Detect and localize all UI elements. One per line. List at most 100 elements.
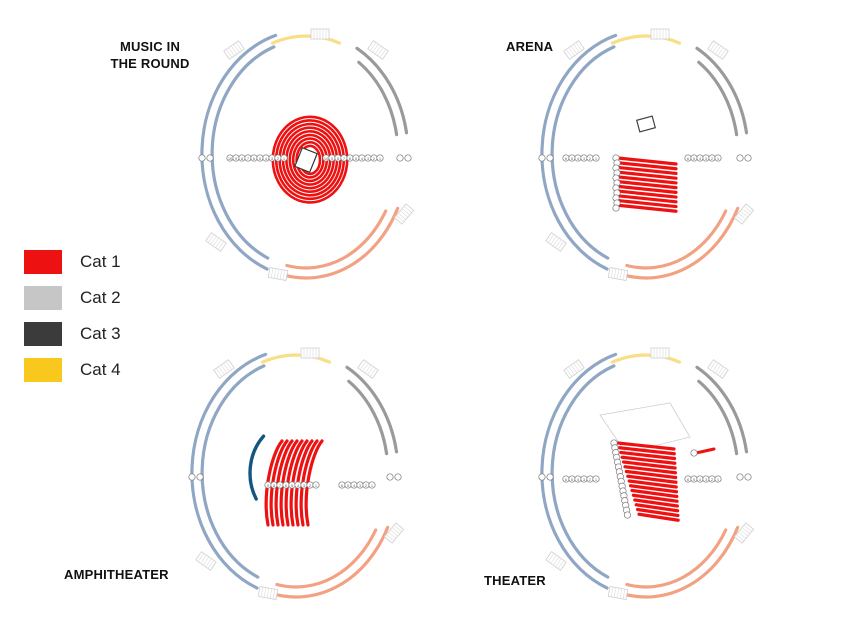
- section-cat1: [626, 474, 678, 484]
- legend-swatch: [24, 250, 62, 274]
- row-number-label: 8: [273, 484, 275, 488]
- stair-step: [622, 589, 626, 600]
- outer-ring-salmon: [269, 525, 390, 599]
- stair-block: [707, 40, 729, 60]
- section-cat1: [269, 439, 289, 527]
- outer-ring-blue: [210, 45, 276, 260]
- stage-area: [599, 402, 691, 454]
- stair-step: [613, 587, 617, 598]
- row-number-label: 4: [353, 484, 355, 488]
- stair-block: [205, 232, 227, 252]
- stair-step: [712, 363, 719, 372]
- stair-step: [573, 44, 580, 53]
- row-number-label: 4: [265, 157, 267, 161]
- legend-label: Cat 2: [80, 288, 121, 307]
- stair-block: [733, 522, 755, 544]
- outer-ring-yellow: [610, 34, 682, 45]
- section-cat1: [304, 439, 324, 527]
- row-number-label: 5: [693, 157, 695, 161]
- row-number-label: 4: [361, 157, 363, 161]
- stair-step: [215, 239, 222, 248]
- outer-ring-salmon: [619, 525, 740, 599]
- stair-step: [266, 588, 270, 598]
- outer-ring-salmon: [625, 528, 728, 589]
- row-number-label: 3: [705, 478, 707, 482]
- row-number-marker: [592, 154, 600, 162]
- row-number-label: 3: [303, 484, 305, 488]
- row-number-label: 6: [565, 478, 567, 482]
- stair-step: [235, 42, 243, 51]
- row-number-label: 1: [595, 478, 597, 482]
- side-row-marker: [394, 473, 402, 481]
- stair-step: [575, 42, 583, 51]
- stair-step: [276, 269, 280, 279]
- row-number-label: 1: [283, 157, 285, 161]
- section-cat1: [616, 175, 678, 185]
- outer-ring-salmon: [279, 206, 400, 280]
- section-cat1: [616, 194, 678, 204]
- outer-ring-gray: [695, 46, 749, 135]
- row-number-label: 4: [577, 157, 579, 161]
- title-line: THE ROUND: [110, 56, 190, 71]
- section-cat1: [264, 439, 284, 527]
- title-music-in-the-round: MUSIC IN THE ROUND: [100, 38, 200, 72]
- row-number-label: 6: [349, 157, 351, 161]
- row-number-label: 6: [565, 157, 567, 161]
- section-cat1: [616, 161, 678, 171]
- row-number-label: 3: [705, 157, 707, 161]
- legend-swatch: [24, 286, 62, 310]
- stair-step: [717, 366, 724, 375]
- row-number-label: 6: [253, 157, 255, 161]
- row-number-marker: [714, 475, 722, 483]
- title-amphitheater: AMPHITHEATER: [64, 567, 169, 582]
- stair-step: [279, 269, 283, 280]
- stair-step: [741, 527, 750, 535]
- row-number-label: 9: [267, 484, 269, 488]
- stair-step: [557, 241, 565, 250]
- outer-ring-yellow: [270, 34, 342, 45]
- seat-row-marker: [612, 204, 620, 212]
- side-row-marker: [736, 154, 744, 162]
- stair-step: [714, 364, 722, 374]
- side-row-marker: [386, 473, 394, 481]
- stair-step: [555, 239, 562, 248]
- title-theater: THEATER: [484, 573, 546, 588]
- stair-step: [550, 555, 557, 564]
- outer-ring-salmon: [625, 209, 728, 270]
- outer-ring-yellow: [260, 353, 332, 364]
- stair-step: [386, 534, 395, 542]
- section-cat1: [616, 184, 678, 194]
- row-number-label: 4: [699, 157, 701, 161]
- stair-step: [712, 44, 719, 53]
- stair-step: [374, 45, 382, 55]
- stair-block: [650, 28, 670, 40]
- row-number-label: 2: [711, 478, 713, 482]
- stair-step: [372, 44, 379, 53]
- row-number-label: 7: [279, 484, 281, 488]
- row-number-label: 1: [371, 484, 373, 488]
- stair-step: [736, 215, 745, 223]
- side-row-marker: [196, 473, 204, 481]
- section-cat1: [631, 493, 679, 503]
- stair-block: [545, 232, 567, 252]
- stair-step: [743, 524, 752, 532]
- row-number-label: 6: [341, 484, 343, 488]
- stair-step: [210, 236, 217, 245]
- legend-item-cat1: Cat 1: [24, 244, 121, 280]
- row-number-label: 5: [355, 157, 357, 161]
- legend-label: Cat 1: [80, 252, 121, 271]
- plan-music-in-the-round: 10 9 8 7 6 5 4 3 2 1 10 9 8 7 6 5 4 3 2 1: [190, 26, 415, 281]
- stair-step: [568, 47, 575, 56]
- stair-block: [607, 267, 629, 281]
- stair-step: [217, 241, 225, 250]
- section-cat1: [627, 479, 678, 489]
- stair-block: [310, 28, 330, 40]
- row-number-label: 6: [687, 157, 689, 161]
- stair-step: [550, 236, 557, 245]
- stair-step: [401, 208, 410, 216]
- section-cat1: [284, 439, 304, 527]
- stair-step: [260, 586, 264, 597]
- stair-step: [393, 524, 402, 532]
- row-number-label: 1: [717, 157, 719, 161]
